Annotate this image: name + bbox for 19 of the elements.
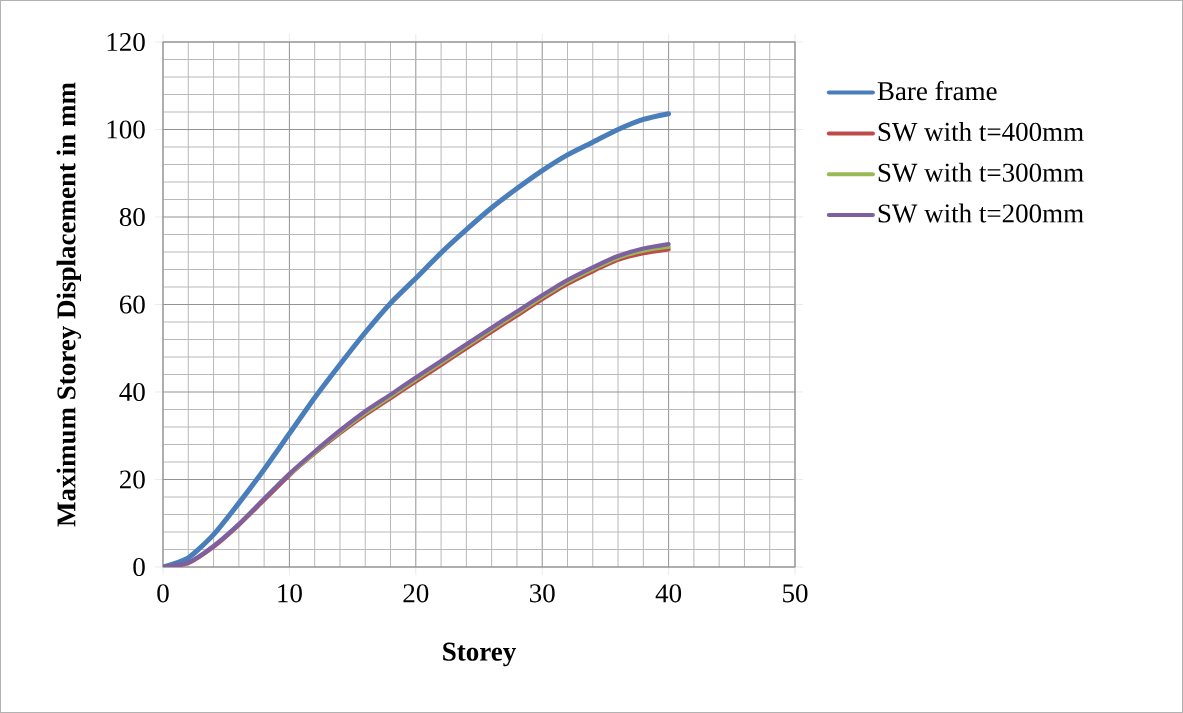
y-tick-label: 40 [119, 382, 145, 402]
legend-label: SW with t=200mm [878, 203, 1084, 223]
x-tick-label: 20 [403, 584, 429, 603]
x-tick-label: 50 [783, 584, 808, 603]
x-tick-label: 40 [655, 584, 682, 603]
legend-label: Bare frame [877, 80, 997, 101]
y-tick-label: 60 [119, 295, 145, 314]
y-tick-label: 100 [107, 120, 145, 139]
x-tick-label: 30 [529, 584, 555, 603]
legend-label: SW with t=300mm [878, 162, 1084, 182]
y-tick-label: 20 [119, 470, 145, 489]
y-tick-label: 0 [133, 557, 145, 577]
x-axis-title: Storey [443, 642, 516, 667]
y-tick-label: 120 [107, 32, 145, 52]
y-tick-label: 80 [119, 207, 145, 227]
x-tick-label: 10 [278, 584, 302, 603]
x-tick-label: 0 [157, 584, 169, 603]
y-axis-title: Maximum Storey Displacement in mm [56, 82, 82, 527]
legend-label: SW with t=400mm [878, 122, 1084, 142]
